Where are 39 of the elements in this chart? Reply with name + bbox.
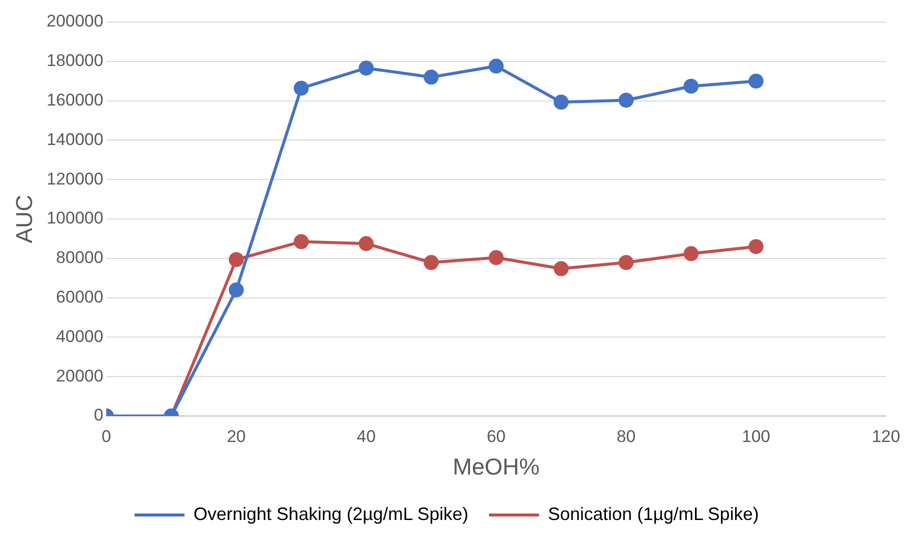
point [294, 234, 309, 250]
x-tick-label: 120 [872, 426, 900, 446]
x-tick-label: 100 [742, 426, 770, 446]
point [748, 239, 764, 254]
x-tick-label: 80 [616, 426, 636, 446]
x-axis-title: MeOH% [452, 454, 540, 480]
y-axis-title: AUC [11, 194, 38, 244]
point [554, 94, 569, 110]
legend-label: Sonication (1µg/mL Spike) [548, 504, 759, 524]
y-tick-label: 100000 [46, 208, 104, 228]
y-tick-label: 140000 [46, 130, 104, 149]
point [618, 255, 634, 270]
point [358, 236, 374, 252]
x-tick-label: 40 [356, 426, 376, 446]
point [294, 80, 309, 96]
y-tick-label: 20000 [56, 366, 104, 386]
y-tick-label: 180000 [46, 51, 104, 70]
point [228, 252, 244, 268]
x-tick-label: 60 [486, 426, 506, 446]
y-tick-label: 40000 [56, 326, 104, 346]
y-tick-label: 120000 [46, 169, 104, 188]
point [684, 246, 699, 262]
point [228, 282, 244, 298]
point [748, 74, 764, 89]
point [618, 92, 634, 108]
y-tick-label: 160000 [46, 90, 104, 110]
point [684, 78, 699, 94]
y-tick-label: 0 [94, 406, 104, 425]
point [424, 255, 439, 270]
point [358, 60, 374, 76]
point [488, 250, 504, 266]
y-tick-label: 80000 [56, 248, 104, 268]
legend-label: Overnight Shaking (2µg/mL Spike) [194, 504, 468, 524]
point [488, 58, 504, 74]
y-tick-label: 60000 [56, 287, 104, 306]
point [424, 70, 439, 85]
point [554, 261, 569, 276]
x-tick-label: 20 [226, 426, 246, 446]
y-tick-label: 200000 [46, 12, 104, 31]
